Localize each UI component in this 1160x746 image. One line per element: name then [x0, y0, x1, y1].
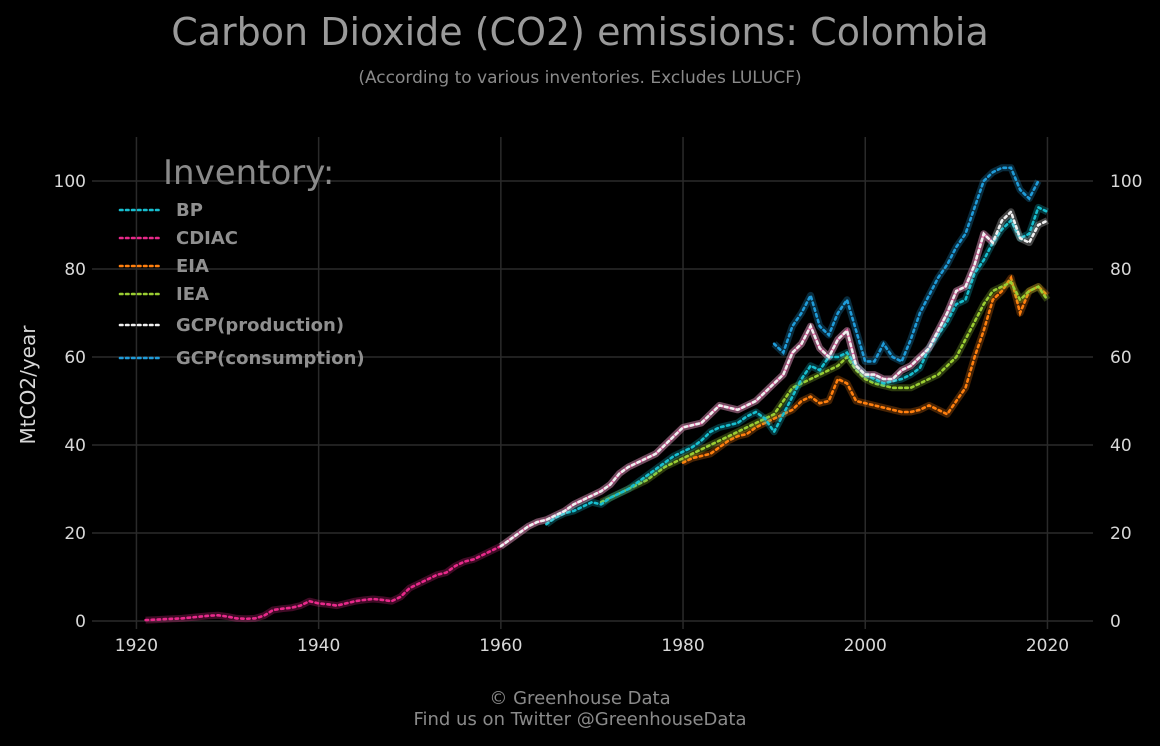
x-tick-label: 1960 [479, 636, 522, 656]
twitter-credit-line: Find us on Twitter @GreenhouseData [413, 709, 747, 730]
series-glow-iea [599, 278, 1051, 506]
y-tick-label-left: 60 [64, 348, 86, 368]
chart-subtitle: (According to various inventories. Exclu… [358, 68, 802, 88]
x-tick-label: 2020 [1026, 636, 1069, 656]
y-tick-label-left: 80 [64, 260, 86, 280]
legend-label-eia: EIA [176, 256, 209, 277]
series-line-iea [599, 280, 1049, 504]
x-tick-label: 1980 [661, 636, 704, 656]
legend-label-gcp-production: GCP(production) [176, 315, 344, 336]
x-tick-label: 2000 [844, 636, 887, 656]
y-tick-label-right: 80 [1110, 260, 1132, 280]
chart-title: Carbon Dioxide (CO2) emissions: Colombia [171, 10, 989, 54]
y-axis-label: MtCO2/year [16, 325, 40, 445]
y-tick-label-right: 60 [1110, 348, 1132, 368]
y-tick-label-left: 40 [64, 436, 86, 456]
y-tick-label-left: 0 [75, 612, 86, 632]
y-tick-label-right: 100 [1110, 172, 1142, 192]
series-line-gcp-production [499, 209, 1049, 548]
y-tick-label-right: 20 [1110, 524, 1132, 544]
y-tick-label-right: 0 [1110, 612, 1121, 632]
legend-label-iea: IEA [176, 284, 209, 305]
grid [92, 137, 1093, 629]
series-lines [144, 164, 1051, 624]
legend-title: Inventory: [163, 153, 334, 193]
legend: Inventory: BP CDIAC EIA IEA GCP(production) GC… [118, 153, 365, 369]
x-tick-label: 1940 [297, 636, 340, 656]
legend-label-cdiac: CDIAC [176, 228, 238, 249]
x-tick-label: 1920 [115, 636, 158, 656]
credit-line: © Greenhouse Data [489, 688, 671, 709]
series-line-eia [681, 274, 1049, 464]
y-tick-label-left: 20 [64, 524, 86, 544]
y-tick-label-right: 40 [1110, 436, 1132, 456]
series-line-gcp-consumption [772, 166, 1040, 364]
series-line-bp [545, 205, 1049, 526]
legend-label-bp: BP [176, 200, 203, 221]
legend-label-gcp-consumption: GCP(consumption) [176, 348, 365, 369]
y-tick-label-left: 100 [54, 172, 86, 192]
